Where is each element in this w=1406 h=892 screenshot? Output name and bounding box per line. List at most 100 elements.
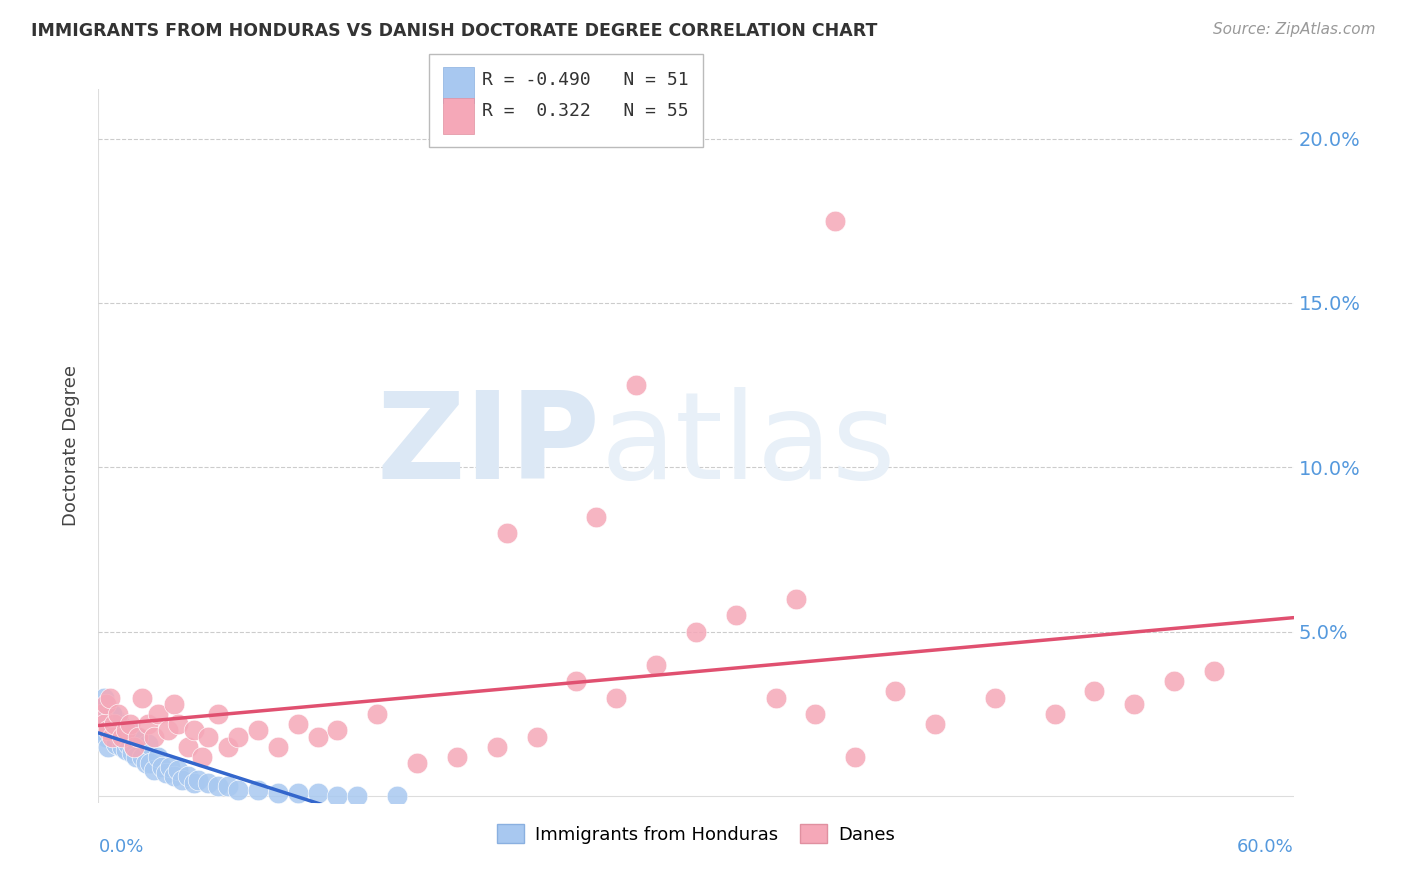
Text: Source: ZipAtlas.com: Source: ZipAtlas.com — [1212, 22, 1375, 37]
Point — [804, 706, 827, 721]
Point — [97, 739, 120, 754]
Point — [685, 624, 707, 639]
Point — [101, 730, 124, 744]
Point — [157, 723, 180, 738]
Point — [103, 730, 125, 744]
Point — [150, 759, 173, 773]
Point — [163, 697, 186, 711]
Point — [121, 747, 143, 761]
Point — [307, 730, 329, 744]
Text: 0.0%: 0.0% — [98, 838, 143, 856]
Point — [177, 770, 200, 784]
Point — [111, 739, 134, 754]
Point — [246, 782, 269, 797]
Point — [143, 763, 166, 777]
Point — [526, 730, 548, 744]
Point — [287, 717, 309, 731]
Point — [98, 717, 122, 731]
Point — [167, 763, 190, 777]
Point — [107, 727, 129, 741]
Point — [191, 749, 214, 764]
Point — [1123, 697, 1146, 711]
Point — [93, 717, 115, 731]
Point — [287, 786, 309, 800]
Text: 60.0%: 60.0% — [1237, 838, 1294, 856]
Text: ZIP: ZIP — [377, 387, 600, 505]
Point — [495, 526, 517, 541]
Point — [226, 782, 249, 797]
Point — [139, 756, 162, 771]
Point — [91, 706, 114, 721]
Point — [884, 684, 907, 698]
Point — [385, 789, 409, 804]
Point — [97, 704, 120, 718]
Point — [101, 706, 124, 721]
Y-axis label: Doctorate Degree: Doctorate Degree — [62, 366, 80, 526]
Point — [626, 378, 648, 392]
Text: IMMIGRANTS FROM HONDURAS VS DANISH DOCTORATE DEGREE CORRELATION CHART: IMMIGRANTS FROM HONDURAS VS DANISH DOCTO… — [31, 22, 877, 40]
Point — [120, 723, 142, 738]
Point — [127, 730, 149, 744]
Point — [183, 776, 205, 790]
Point — [217, 780, 239, 794]
Point — [565, 674, 588, 689]
Point — [197, 730, 219, 744]
Point — [267, 739, 290, 754]
Point — [127, 730, 149, 744]
Point — [183, 723, 205, 738]
Point — [172, 772, 194, 787]
Point — [110, 717, 132, 731]
Point — [1163, 674, 1185, 689]
Point — [187, 772, 209, 787]
Point — [98, 690, 122, 705]
Point — [124, 739, 146, 754]
Point — [844, 749, 866, 764]
Point — [984, 690, 1007, 705]
Point — [1202, 665, 1225, 679]
Point — [924, 717, 946, 731]
Point — [93, 717, 115, 731]
Point — [124, 739, 146, 754]
Point — [96, 730, 118, 744]
Point — [226, 730, 249, 744]
Point — [103, 710, 125, 724]
Point — [105, 737, 128, 751]
Point — [125, 749, 148, 764]
Point — [143, 730, 166, 744]
Point — [112, 730, 135, 744]
Point — [307, 786, 329, 800]
Point — [207, 780, 229, 794]
Point — [117, 737, 139, 751]
Point — [326, 723, 349, 738]
Point — [785, 591, 807, 606]
Point — [246, 723, 269, 738]
Point — [163, 770, 186, 784]
Point — [605, 690, 627, 705]
Point — [120, 717, 142, 731]
Point — [167, 717, 190, 731]
Point — [93, 690, 115, 705]
Point — [155, 766, 177, 780]
Point — [131, 690, 153, 705]
Text: R = -0.490   N = 51: R = -0.490 N = 51 — [482, 71, 689, 89]
Point — [346, 789, 368, 804]
Point — [326, 789, 349, 804]
Point — [1043, 706, 1066, 721]
Point — [111, 730, 134, 744]
Point — [824, 213, 846, 227]
Point — [159, 759, 181, 773]
Point — [91, 706, 114, 721]
Point — [135, 756, 157, 771]
Point — [207, 706, 229, 721]
Point — [585, 509, 607, 524]
Point — [115, 723, 138, 738]
Point — [96, 697, 118, 711]
Point — [485, 739, 508, 754]
Point — [93, 697, 115, 711]
Point — [177, 739, 200, 754]
Point — [197, 776, 219, 790]
Legend: Immigrants from Honduras, Danes: Immigrants from Honduras, Danes — [491, 817, 901, 851]
Text: atlas: atlas — [600, 387, 896, 505]
Point — [366, 706, 388, 721]
Point — [1083, 684, 1105, 698]
